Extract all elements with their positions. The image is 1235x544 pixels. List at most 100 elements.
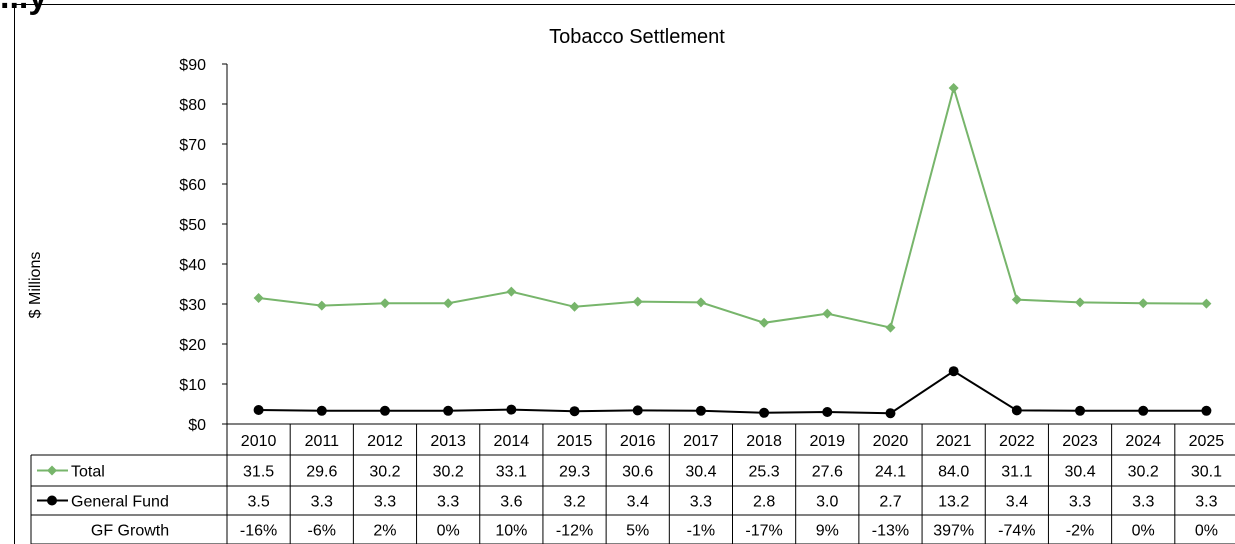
general-fund-point-2017 (695, 405, 706, 416)
x-tick-label-2010: 2010 (241, 433, 277, 450)
cell-2011: 3.3 (311, 494, 333, 511)
cell-2019: 9% (816, 523, 839, 540)
chart-frame (14, 4, 1235, 544)
y-tick-label: $60 (179, 177, 206, 194)
cell-2015: 3.2 (563, 494, 585, 511)
cell-2023: -2% (1066, 523, 1094, 540)
y-tick-label: $10 (179, 377, 206, 394)
cell-2015: 29.3 (559, 464, 590, 481)
chart-title: Tobacco Settlement (549, 26, 725, 48)
cell-2023: 30.4 (1064, 464, 1095, 481)
cell-2014: 10% (495, 523, 527, 540)
total-point-2015 (569, 301, 580, 312)
total-point-2010 (253, 293, 264, 303)
cell-2011: -6% (308, 523, 336, 540)
total-point-2011 (316, 300, 327, 311)
cell-2010: 31.5 (243, 464, 274, 481)
cell-2020: -13% (872, 523, 909, 540)
total-point-2018 (759, 317, 770, 328)
cell-2016: 30.6 (622, 464, 653, 481)
y-tick-label: $80 (179, 97, 206, 114)
cell-2019: 3.0 (816, 494, 838, 511)
cell-2013: 30.2 (433, 464, 464, 481)
cell-2015: -12% (556, 523, 593, 540)
y-axis-label: $ Millions (27, 252, 44, 319)
cell-2020: 2.7 (879, 494, 901, 511)
cell-2018: 2.8 (753, 494, 775, 511)
total-point-2013 (443, 298, 454, 309)
general-fund-point-2013 (443, 405, 454, 416)
total-point-2020 (885, 322, 896, 333)
x-tick-label-2020: 2020 (873, 433, 909, 450)
x-tick-label-2017: 2017 (683, 433, 719, 450)
y-tick-label: $40 (179, 257, 206, 274)
general-fund-point-2023 (1075, 405, 1086, 416)
cell-2014: 3.6 (500, 494, 522, 511)
general-fund-point-2015 (569, 406, 580, 417)
cell-2020: 24.1 (875, 464, 906, 481)
cell-2023: 3.3 (1069, 494, 1091, 511)
series-layer (253, 83, 1212, 419)
y-tick-label: $70 (179, 137, 206, 154)
y-tick-label: $50 (179, 217, 206, 234)
x-tick-label-2018: 2018 (746, 433, 782, 450)
cell-2024: 0% (1132, 523, 1155, 540)
row-label: GF Growth (91, 523, 169, 540)
cell-2016: 3.4 (627, 494, 649, 511)
table-row-general-fund: General Fund 3.5 3.3 3.3 3.3 3.6 3.2 3.4 3.3 2.8 3… (37, 494, 1218, 511)
y-tick-label: $30 (179, 297, 206, 314)
x-tick-label-2011: 2011 (305, 433, 340, 450)
y-tick-label: $0 (188, 417, 206, 434)
x-tick-label-2023: 2023 (1062, 433, 1098, 450)
x-tick-label-2015: 2015 (557, 433, 593, 450)
cell-2011: 29.6 (306, 464, 337, 481)
cell-2022: -74% (998, 523, 1035, 540)
cell-2018: -17% (745, 523, 782, 540)
cell-2024: 30.2 (1128, 464, 1159, 481)
cell-2012: 3.3 (374, 494, 396, 511)
general-fund-point-2012 (379, 405, 390, 416)
data-table: Total 31.5 29.6 30.2 30.2 33.1 29.3 30.6 30.4 25.… (37, 464, 1222, 540)
total-point-2023 (1075, 297, 1086, 308)
general-fund-point-2018 (759, 407, 770, 418)
total-point-2025 (1201, 298, 1212, 309)
cell-2025: 0% (1195, 523, 1218, 540)
cell-2025: 3.3 (1195, 494, 1217, 511)
total-point-2024 (1138, 298, 1149, 309)
legend-label: Total (71, 464, 105, 481)
series-line-1 (258, 370, 1207, 415)
general-fund-point-2016 (632, 405, 643, 416)
y-tick-label: $20 (179, 337, 206, 354)
x-axis-categories: 2010 2011 2012 2013 2014 2015 2016 2017 2018 2019… (241, 433, 1225, 450)
total-point-2021 (948, 83, 959, 93)
cell-2012: 2% (373, 523, 396, 540)
legend-marker-diamond (47, 465, 57, 476)
general-fund-point-2025 (1201, 405, 1212, 416)
x-tick-label-2024: 2024 (1125, 433, 1161, 450)
cell-2022: 3.4 (1006, 494, 1028, 511)
legend-marker-circle (47, 495, 57, 506)
legend-label: General Fund (71, 494, 169, 511)
general-fund-point-2010 (253, 405, 264, 415)
cell-2025: 30.1 (1191, 464, 1222, 481)
x-tick-label-2022: 2022 (999, 433, 1035, 450)
x-tick-label-2019: 2019 (809, 433, 845, 450)
x-tick-label-2013: 2013 (430, 433, 466, 450)
cell-2016: 5% (626, 523, 649, 540)
cell-2021: 13.2 (938, 494, 969, 511)
cell-2018: 25.3 (749, 464, 780, 481)
general-fund-point-2022 (1011, 405, 1022, 416)
cell-2013: 0% (437, 523, 460, 540)
cell-2013: 3.3 (437, 494, 459, 511)
cell-2021: 84.0 (938, 464, 969, 481)
cell-2017: -1% (687, 523, 715, 540)
cell-2019: 27.6 (812, 464, 843, 481)
x-tick-label-2014: 2014 (494, 433, 530, 450)
general-fund-point-2019 (822, 407, 833, 417)
x-tick-label-2025: 2025 (1189, 433, 1225, 450)
total-point-2012 (379, 298, 390, 309)
cell-2017: 3.3 (690, 494, 712, 511)
total-point-2014 (506, 286, 517, 297)
cell-2022: 31.1 (1001, 464, 1032, 481)
